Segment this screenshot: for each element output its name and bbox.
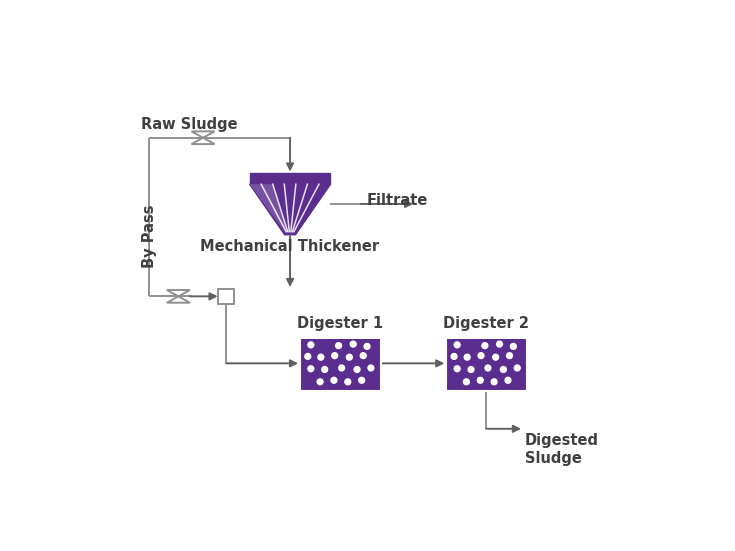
Circle shape <box>345 379 351 385</box>
Circle shape <box>339 365 345 371</box>
Circle shape <box>354 366 360 372</box>
Circle shape <box>305 354 311 359</box>
Circle shape <box>501 366 506 372</box>
Circle shape <box>478 353 484 359</box>
Circle shape <box>506 353 512 359</box>
Text: Mechanical Thickener: Mechanical Thickener <box>201 239 379 255</box>
Text: Raw Sludge: Raw Sludge <box>141 117 238 132</box>
Circle shape <box>464 379 470 385</box>
Text: Digester 2: Digester 2 <box>443 316 529 331</box>
Circle shape <box>331 353 337 359</box>
Bar <box>300 336 381 391</box>
Text: Digester 1: Digester 1 <box>297 316 383 331</box>
Bar <box>446 336 527 339</box>
Bar <box>300 336 381 339</box>
Bar <box>446 336 527 391</box>
Circle shape <box>364 343 370 349</box>
Text: By Pass: By Pass <box>142 204 157 268</box>
Circle shape <box>308 366 314 372</box>
Circle shape <box>368 365 374 371</box>
Circle shape <box>485 365 491 371</box>
Circle shape <box>497 341 503 347</box>
Circle shape <box>491 379 497 385</box>
Circle shape <box>514 365 520 371</box>
Bar <box>218 289 234 304</box>
Circle shape <box>308 342 314 348</box>
Circle shape <box>454 342 460 348</box>
Circle shape <box>477 377 483 383</box>
Polygon shape <box>250 173 331 184</box>
Circle shape <box>331 377 337 383</box>
Bar <box>446 336 527 391</box>
Circle shape <box>482 343 488 349</box>
Circle shape <box>336 343 342 349</box>
Circle shape <box>454 366 460 372</box>
Circle shape <box>351 341 356 347</box>
Circle shape <box>318 379 323 385</box>
Circle shape <box>360 353 366 359</box>
Text: Digested
Sludge: Digested Sludge <box>525 433 599 466</box>
Circle shape <box>451 354 457 359</box>
Circle shape <box>492 354 498 360</box>
Circle shape <box>359 377 365 383</box>
Circle shape <box>468 366 474 372</box>
Circle shape <box>510 343 516 349</box>
Circle shape <box>322 366 328 372</box>
Circle shape <box>465 354 470 360</box>
Circle shape <box>346 354 352 360</box>
Polygon shape <box>250 184 287 231</box>
Bar <box>300 336 381 391</box>
Circle shape <box>505 377 511 383</box>
Text: Filtrate: Filtrate <box>367 193 429 208</box>
Circle shape <box>318 354 324 360</box>
Polygon shape <box>250 184 331 235</box>
